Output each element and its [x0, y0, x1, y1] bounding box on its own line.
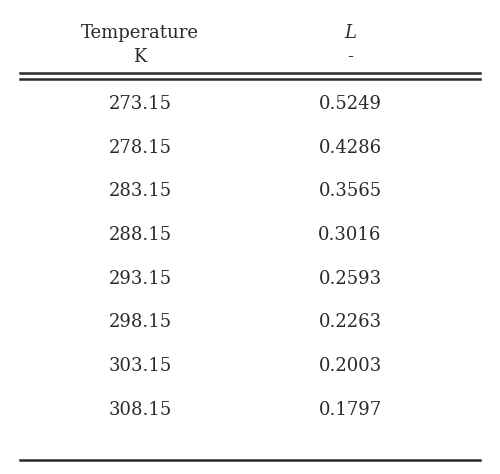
Text: K: K: [134, 48, 146, 66]
Text: 0.5249: 0.5249: [318, 95, 382, 113]
Text: 0.3565: 0.3565: [318, 182, 382, 201]
Text: L: L: [344, 24, 356, 42]
Text: 273.15: 273.15: [108, 95, 172, 113]
Text: 293.15: 293.15: [108, 270, 172, 288]
Text: 308.15: 308.15: [108, 401, 172, 419]
Text: 278.15: 278.15: [108, 139, 172, 157]
Text: 0.1797: 0.1797: [318, 401, 382, 419]
Text: 288.15: 288.15: [108, 226, 172, 244]
Text: 0.2593: 0.2593: [318, 270, 382, 288]
Text: 298.15: 298.15: [108, 313, 172, 331]
Text: -: -: [347, 48, 353, 66]
Text: 283.15: 283.15: [108, 182, 172, 201]
Text: 0.2263: 0.2263: [318, 313, 382, 331]
Text: 0.4286: 0.4286: [318, 139, 382, 157]
Text: 0.2003: 0.2003: [318, 357, 382, 375]
Text: 0.3016: 0.3016: [318, 226, 382, 244]
Text: 303.15: 303.15: [108, 357, 172, 375]
Text: Temperature: Temperature: [81, 24, 199, 42]
